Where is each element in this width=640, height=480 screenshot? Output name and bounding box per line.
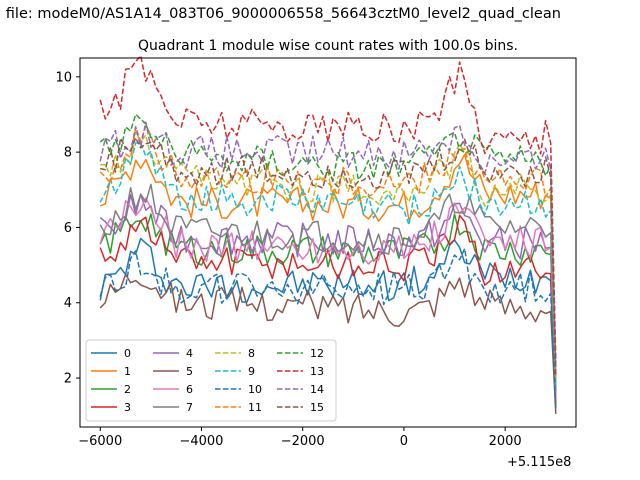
legend-label-0: 0 <box>124 347 131 360</box>
legend-label-7: 7 <box>186 401 193 414</box>
legend-label-11: 11 <box>248 401 262 414</box>
y-tick-label: 6 <box>64 221 72 236</box>
legend-label-12: 12 <box>310 347 324 360</box>
series-line-7 <box>99 183 557 394</box>
series-line-0 <box>99 237 557 409</box>
figure-suptitle: n file: modeM0/AS1A14_083T06_9000006558_… <box>0 6 561 22</box>
legend-label-13: 13 <box>310 365 324 378</box>
legend-label-14: 14 <box>310 383 324 396</box>
series-line-12 <box>99 113 557 371</box>
legend-label-3: 3 <box>124 401 131 414</box>
x-tick-label: −2000 <box>281 434 325 449</box>
plot-area <box>99 54 557 414</box>
x-axis-offset-label: +5.115e8 <box>507 455 571 470</box>
legend-label-15: 15 <box>310 401 324 414</box>
series-line-1 <box>99 153 557 386</box>
legend-label-1: 1 <box>124 365 131 378</box>
series-line-6 <box>99 197 557 397</box>
series-line-5 <box>99 273 557 414</box>
legend-box <box>85 339 337 422</box>
series-line-15 <box>100 137 557 375</box>
y-tick-label: 8 <box>64 146 72 161</box>
x-tick-label: 0 <box>400 434 408 449</box>
legend-label-9: 9 <box>248 365 255 378</box>
y-axis: 2 4 6 8 10 <box>55 70 80 387</box>
x-tick-label: 2000 <box>489 434 522 449</box>
axes-frame <box>79 57 577 428</box>
y-tick-label: 2 <box>64 372 72 387</box>
legend-label-4: 4 <box>186 347 193 360</box>
series-line-8 <box>100 131 557 379</box>
y-tick-label: 10 <box>55 70 72 85</box>
x-axis: −6000 −4000 −2000 0 2000 <box>78 427 522 449</box>
chart-title: Quadrant 1 module wise count rates with … <box>138 38 518 54</box>
series-line-3 <box>99 214 557 405</box>
legend-label-5: 5 <box>186 365 193 378</box>
x-tick-label: −4000 <box>179 434 223 449</box>
legend-label-6: 6 <box>186 383 193 396</box>
x-tick-label: −6000 <box>78 434 122 449</box>
series-line-13 <box>99 54 557 360</box>
legend-label-10: 10 <box>248 383 262 396</box>
series-line-2 <box>99 213 557 397</box>
series-line-10 <box>99 247 557 409</box>
legend-label-2: 2 <box>124 383 131 396</box>
legend-label-8: 8 <box>248 347 255 360</box>
y-tick-label: 4 <box>64 296 72 311</box>
series-line-4 <box>99 193 557 397</box>
